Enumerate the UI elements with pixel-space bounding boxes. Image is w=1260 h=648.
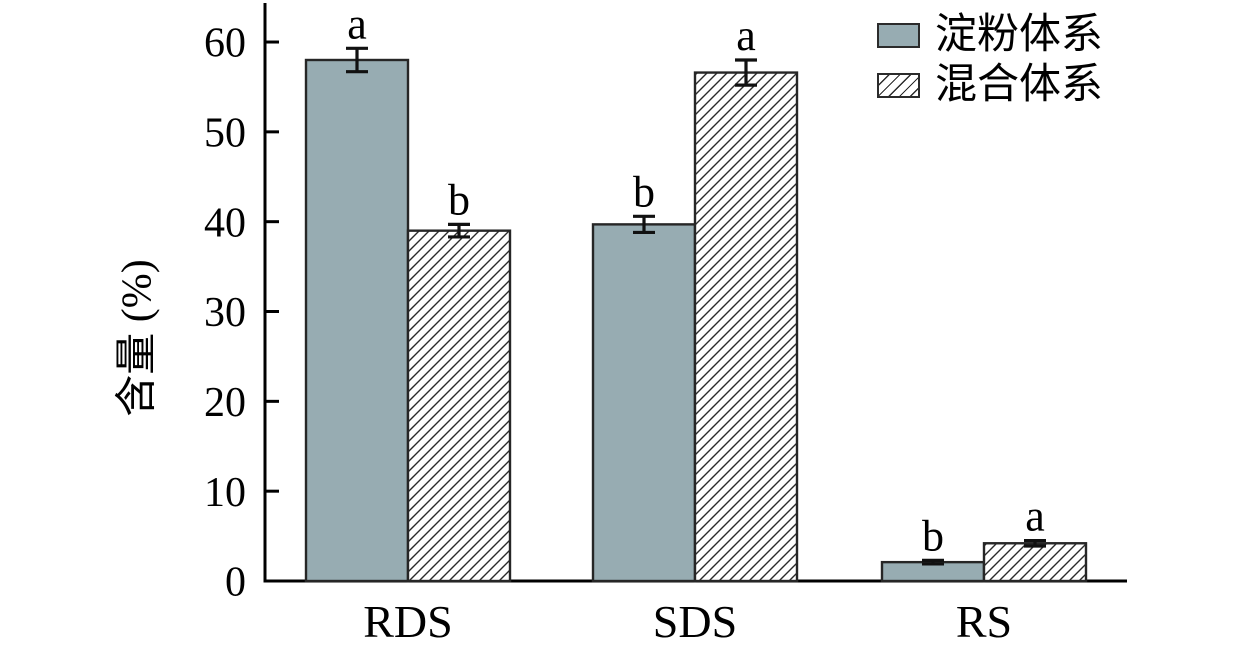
x-category-label-rs: RS <box>956 596 1012 647</box>
bar-rds-mixed <box>406 229 512 583</box>
error-bar-rs-starch <box>922 558 944 566</box>
error-bar-rs-mixed <box>1024 538 1046 548</box>
legend-item-mixed: 混合体系 <box>877 60 1103 110</box>
y-tick-label-20: 20 <box>204 380 246 426</box>
legend-label-starch: 淀粉体系 <box>935 12 1104 58</box>
error-bar-sds-starch <box>633 214 655 235</box>
y-tick-label-10: 10 <box>204 470 246 516</box>
x-category-label-sds: SDS <box>653 596 737 647</box>
y-axis-title: 含量 (%) <box>114 259 161 417</box>
x-category-label-rds: RDS <box>363 596 452 647</box>
sig-letter-sds-starch: b <box>633 167 655 216</box>
sig-letter-rds-mixed: b <box>448 175 470 224</box>
error-bar-rds-mixed <box>448 222 470 239</box>
error-bar-rds-starch <box>346 46 368 74</box>
y-tick-label-30: 30 <box>204 290 246 336</box>
sig-letter-sds-mixed: a <box>736 11 756 60</box>
bar-sds-starch <box>591 223 697 583</box>
sig-letter-rds-starch: a <box>347 0 367 48</box>
bar-rds-starch <box>304 58 410 583</box>
bar-sds-mixed <box>693 71 799 583</box>
error-bar-sds-mixed <box>735 58 757 87</box>
sig-letter-rs-mixed: a <box>1025 492 1045 541</box>
legend-swatch-hatched-icon <box>877 72 920 98</box>
legend-label-mixed: 混合体系 <box>935 62 1104 108</box>
legend-item-starch: 淀粉体系 <box>877 10 1103 60</box>
y-tick-label-0: 0 <box>225 560 246 606</box>
y-tick-label-50: 50 <box>204 111 246 157</box>
sig-letter-rs-starch: b <box>922 511 944 560</box>
y-tick-label-60: 60 <box>204 21 246 67</box>
legend-swatch-solid-icon <box>877 22 920 48</box>
y-tick-label-40: 40 <box>204 200 246 246</box>
bar-rs-mixed <box>982 542 1088 583</box>
legend: 淀粉体系 混合体系 <box>877 10 1103 110</box>
